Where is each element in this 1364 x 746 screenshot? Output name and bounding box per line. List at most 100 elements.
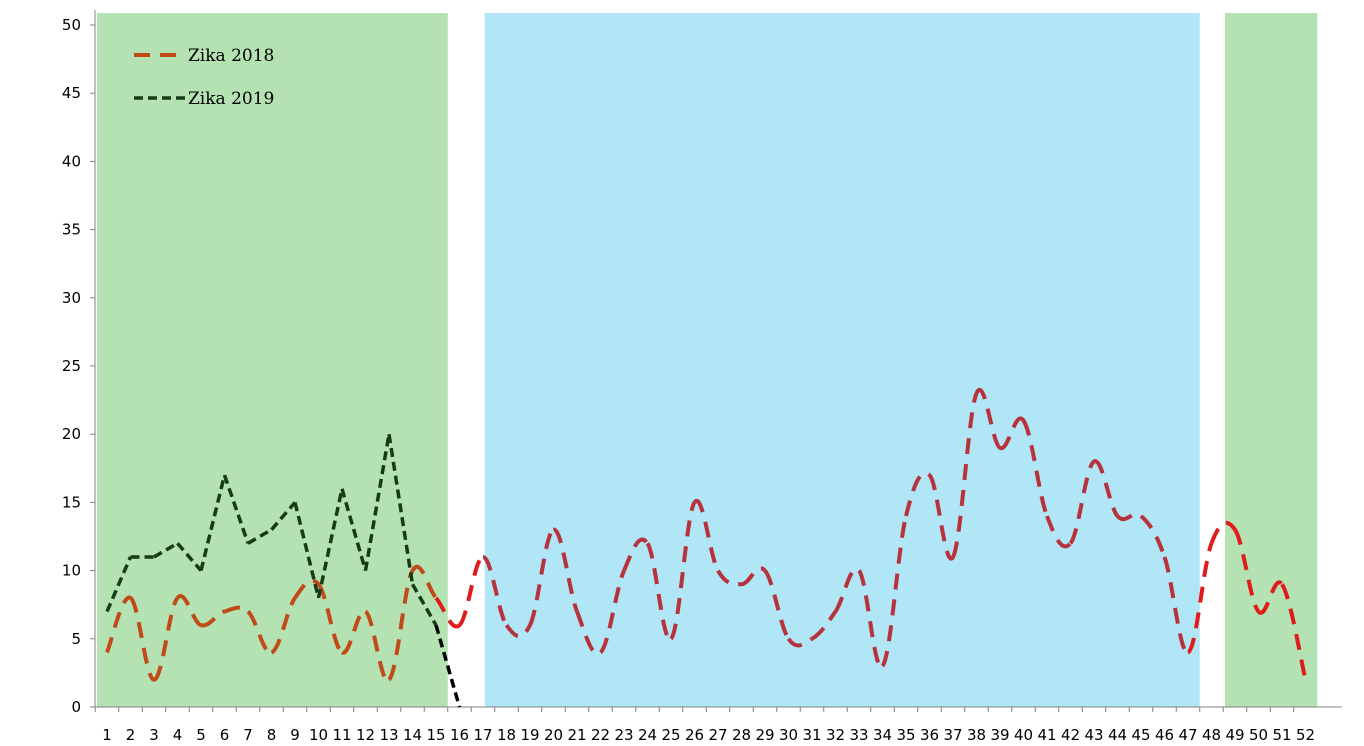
zika-2019-line-segment: [153, 541, 179, 559]
x-tick-label: 34: [873, 726, 892, 744]
zika-2018-line-segment: [200, 609, 226, 628]
x-tick-label: 10: [309, 726, 328, 744]
zika-2018-line-segment: [504, 624, 532, 639]
zika-2018-line-segment: [223, 605, 250, 614]
zika-2018-line-segment: [1068, 459, 1096, 545]
zika-2019-line-segment: [199, 474, 227, 572]
x-tick-label: 8: [267, 726, 277, 744]
zika-2018-line-segment: [974, 388, 1002, 450]
shaded-region-1: [97, 13, 448, 707]
zika-2018-line-segment: [1045, 515, 1073, 549]
zika-2018-line-segment: [1209, 520, 1237, 545]
zika-2018-line-segment: [457, 554, 485, 627]
zika-2018-line-segment: [1139, 514, 1167, 558]
y-tick-label: 20: [62, 425, 81, 443]
x-tick-label: 20: [544, 726, 563, 744]
zika-2018-line-segment: [1280, 583, 1308, 681]
zika-2018-line-segment: [1186, 542, 1214, 655]
zika-2018-line-segment: [927, 473, 955, 561]
zika-2018-line-segment: [434, 596, 461, 629]
x-tick-label: 37: [943, 726, 962, 744]
zika-2018-line-segment: [763, 569, 791, 640]
shaded-season-regions: [97, 13, 1318, 707]
zika-2019-line-segment: [176, 542, 203, 572]
x-tick-label: 46: [1155, 726, 1174, 744]
zika-2019-line-segment: [293, 501, 321, 599]
x-tick-label: 44: [1108, 726, 1127, 744]
x-tick-label: 4: [173, 726, 183, 744]
x-tick-label: 15: [426, 726, 445, 744]
zika-2018-line-segment: [857, 569, 885, 669]
x-tick-label: 32: [826, 726, 845, 744]
zika-2019-line-segment: [363, 433, 391, 571]
x-tick-label: 38: [967, 726, 986, 744]
x-tick-label: 50: [1249, 726, 1268, 744]
zika-2018-line-segment: [810, 610, 838, 641]
x-tick-label: 40: [1014, 726, 1033, 744]
x-tick-label: 11: [332, 726, 351, 744]
zika-2018-line-segment: [1021, 419, 1049, 517]
x-tick-label: 27: [708, 726, 727, 744]
x-tick-label: 47: [1178, 726, 1197, 744]
x-tick-label: 39: [990, 726, 1009, 744]
zika-2018-line-segment: [410, 565, 438, 600]
x-tick-label: 30: [779, 726, 798, 744]
x-tick-label: 16: [450, 726, 469, 744]
zika-2018-line-segment: [481, 554, 509, 627]
y-tick-label: 10: [62, 562, 81, 580]
zika-2018-line-segment: [645, 542, 673, 641]
zika-2018-line-segment: [1256, 580, 1284, 615]
legend-label: Zika 2018: [188, 46, 274, 66]
zika-2018-line-segment: [622, 537, 650, 572]
x-tick-label: 18: [497, 726, 516, 744]
x-tick-label: 51: [1272, 726, 1291, 744]
x-tick-label: 17: [473, 726, 492, 744]
x-tick-label: 6: [220, 726, 230, 744]
y-tick-label: 35: [62, 221, 81, 239]
zika-2018-line-segment: [833, 567, 861, 613]
zika-2018-line-segment: [1233, 528, 1261, 613]
zika-2018-line-segment: [999, 416, 1026, 450]
x-tick-label: 43: [1084, 726, 1103, 744]
zika-2018-line-segment: [716, 569, 742, 587]
shaded-region-2: [484, 13, 1200, 707]
x-tick-label: 31: [802, 726, 821, 744]
zika-2018-line-segment: [270, 596, 297, 655]
x-tick-label: 2: [126, 726, 136, 744]
x-tick-label: 1: [102, 726, 112, 744]
series-lines: [105, 388, 1308, 708]
zika-2018-line-segment: [880, 515, 908, 668]
zika-2018-line-segment: [669, 501, 697, 641]
zika-2019-line-segment: [410, 583, 438, 627]
zika-2018-line-segment: [692, 498, 720, 572]
zika-2019-line-segment: [222, 474, 250, 544]
zika-2018-line-segment: [293, 578, 321, 600]
zika-2018-line-segment: [128, 596, 156, 682]
zika-2019-line-segment: [247, 528, 273, 545]
y-tick-label: 30: [62, 289, 81, 307]
y-tick-label: 15: [62, 493, 81, 511]
x-tick-label: 41: [1037, 726, 1056, 744]
x-tick-label: 52: [1296, 726, 1315, 744]
zika-2019-line-segment: [434, 624, 462, 708]
zika-2018-line-segment: [316, 582, 344, 655]
zika-2018-line-segment: [951, 392, 979, 558]
y-tick-label: 50: [62, 16, 81, 34]
zika-2018-line-segment: [105, 595, 132, 654]
legend-label: Zika 2019: [188, 89, 274, 109]
x-tick-label: 35: [896, 726, 915, 744]
x-tick-label: 26: [685, 726, 704, 744]
x-tick-label: 12: [356, 726, 375, 744]
x-tick-label: 22: [591, 726, 610, 744]
x-tick-label: 33: [849, 726, 868, 744]
x-tick-label: 21: [567, 726, 586, 744]
zika-2018-line-segment: [904, 471, 931, 517]
x-tick-label: 48: [1202, 726, 1221, 744]
x-tick-label: 23: [614, 726, 633, 744]
x-tick-label: 49: [1225, 726, 1244, 744]
zika-2018-line-segment: [341, 609, 367, 655]
zika-2019-line-segment: [387, 433, 415, 585]
x-tick-label: 28: [732, 726, 751, 744]
